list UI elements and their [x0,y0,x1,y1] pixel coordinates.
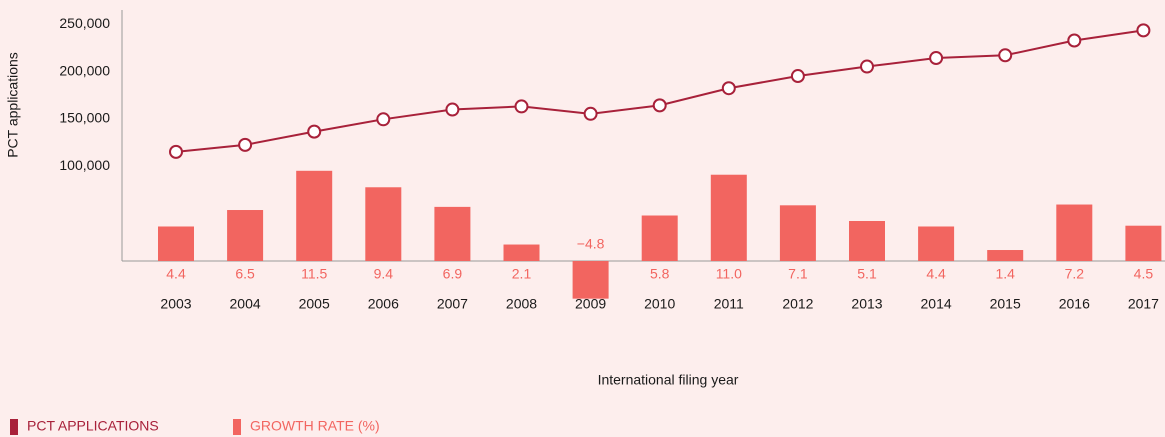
value-label: 9.4 [374,266,394,282]
bar [227,210,264,261]
x-tick-label: 2016 [1059,296,1090,312]
bar [365,187,402,261]
bar [1056,204,1093,261]
point [929,51,944,66]
bar [779,205,816,261]
value-label: 5.1 [857,266,877,282]
point [860,59,874,74]
bar [296,170,333,261]
y-axis-label: PCT applications [5,52,21,158]
bar [434,206,471,261]
point [514,99,529,114]
point [1067,33,1082,48]
y-tick-label: 200,000 [59,62,110,78]
bar [641,215,678,261]
x-tick-label: 2017 [1128,296,1159,312]
x-tick-label: 2013 [851,296,882,312]
point [307,124,322,139]
x-tick-label: 2007 [437,296,468,312]
value-label: 11.0 [716,266,742,282]
value-label: 7.2 [1065,266,1085,282]
x-axis-label: International filing year [598,372,739,388]
legend-swatch [10,419,18,435]
legend-swatch [233,419,241,435]
bar [158,226,194,261]
point [445,102,460,117]
point [998,48,1013,63]
bar [1125,225,1162,261]
x-tick-label: 2015 [990,296,1021,312]
bar [987,250,1024,261]
value-label: 4.4 [926,266,946,282]
point [238,137,253,152]
x-tick-label: 2014 [921,296,952,312]
legend-label: GROWTH RATE (%) [250,418,380,434]
x-tick-label: 2009 [575,296,606,312]
bar [572,261,609,299]
value-label: 2.1 [512,266,532,282]
x-tick-label: 2012 [782,296,813,312]
point [583,106,598,121]
point [169,144,183,159]
x-tick-label: 2006 [368,296,399,312]
y-tick-label: 150,000 [59,110,110,126]
point [376,112,391,127]
x-tick-label: 2004 [230,296,261,312]
bar [849,220,885,261]
x-tick-label: 2010 [644,296,675,312]
bar [918,226,955,261]
x-tick-label: 2008 [506,296,537,312]
point [1136,23,1151,38]
x-tick-label: 2005 [299,296,330,312]
point [721,81,736,96]
y-tick-label: 100,000 [59,157,110,173]
value-label: 1.4 [995,266,1015,282]
y-tick-label: 250,000 [59,15,110,31]
x-tick-label: 2011 [714,296,744,312]
value-label: 4.4 [166,266,186,282]
x-tick-label: 2003 [160,296,191,312]
value-label: 6.9 [443,266,463,282]
bar [503,244,540,261]
value-label: 5.8 [650,266,670,282]
legend-label: PCT APPLICATIONS [27,418,159,434]
point [652,98,667,113]
value-label: 4.5 [1134,266,1154,282]
value-label: 7.1 [788,266,808,282]
value-label: 11.5 [301,266,327,282]
bar [710,174,747,261]
point [790,69,805,84]
value-label: −4.8 [577,236,605,252]
value-label: 6.5 [235,266,255,282]
